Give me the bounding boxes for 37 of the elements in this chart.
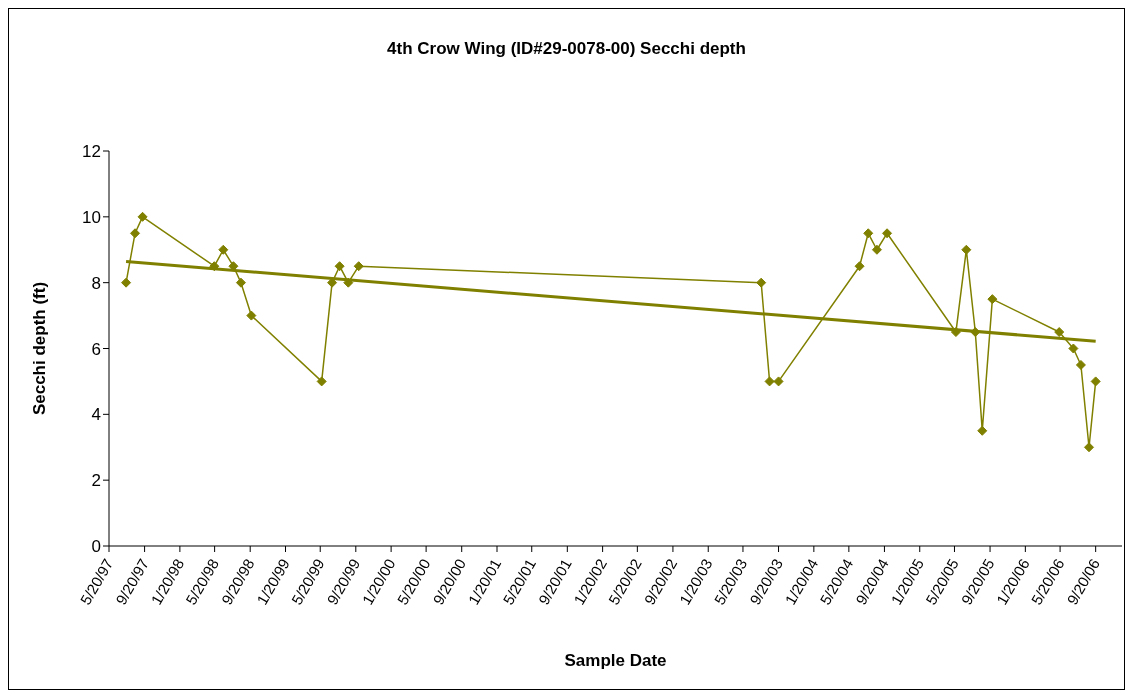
point [218, 244, 229, 255]
y-tick-label: 2 [91, 471, 101, 491]
chart-title: 4th Crow Wing (ID#29-0078-00) Secchi depth [386, 39, 747, 59]
point [246, 310, 257, 321]
y-tick-label: 8 [91, 273, 101, 293]
point [882, 228, 893, 239]
point [773, 376, 784, 387]
point [1084, 442, 1095, 453]
point [854, 261, 865, 272]
y-axis-title: Secchi depth (ft) [30, 281, 50, 416]
y-tick-label: 10 [82, 207, 101, 227]
point [871, 244, 882, 255]
y-tick-label: 12 [82, 142, 101, 162]
y-tick-label: 6 [91, 339, 101, 359]
point [353, 261, 364, 272]
point [1090, 376, 1101, 387]
point [316, 376, 327, 387]
point [1068, 343, 1079, 354]
point [343, 277, 354, 288]
x-axis-title: Sample Date [564, 651, 667, 670]
point [987, 294, 998, 305]
point [764, 376, 775, 387]
point [977, 425, 988, 436]
point [130, 228, 141, 239]
y-tick-label: 4 [91, 405, 101, 425]
point [137, 211, 148, 222]
point [235, 277, 246, 288]
point [1054, 327, 1065, 338]
point [950, 327, 961, 338]
point [334, 261, 345, 272]
point [121, 277, 132, 288]
point [863, 228, 874, 239]
point [1075, 359, 1086, 370]
point [209, 261, 220, 272]
point [961, 244, 972, 255]
point [756, 277, 767, 288]
y-tick-label: 0 [91, 537, 101, 557]
